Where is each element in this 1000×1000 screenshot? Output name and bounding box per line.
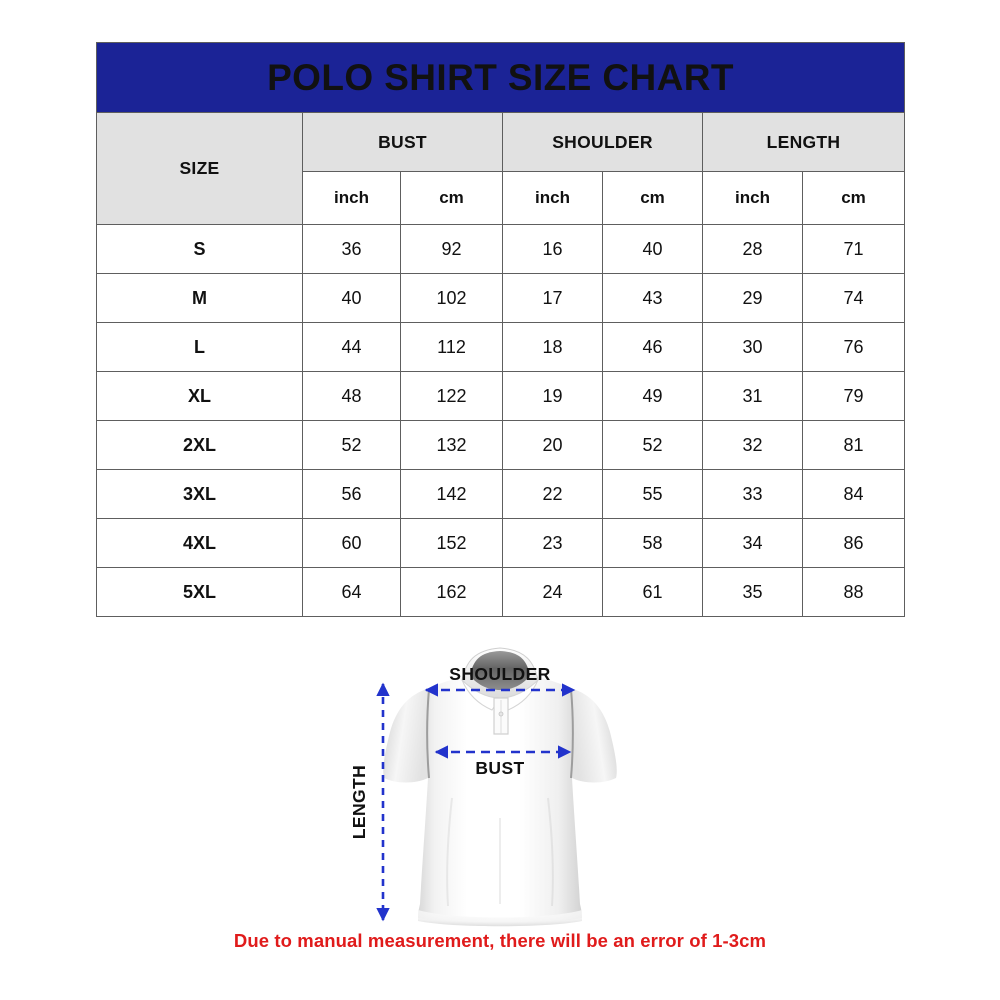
- size-chart-container: POLO SHIRT SIZE CHART SIZE BUST SHOULDER…: [95, 42, 906, 617]
- table-row: L 44 112 18 46 30 76: [96, 322, 906, 372]
- measurement-value: 76: [801, 322, 906, 372]
- measurement-value: 132: [400, 420, 503, 470]
- fabric-folds: [446, 797, 554, 907]
- shoulder-measure: SHOULDER: [424, 664, 576, 697]
- measurement-value: 28: [702, 224, 803, 274]
- measurement-value: 61: [602, 567, 703, 617]
- measurement-value: 88: [801, 567, 906, 617]
- right-armhole-seam: [570, 688, 574, 779]
- table-row: M 40 102 17 43 29 74: [96, 273, 906, 323]
- unit-header-bust-cm: cm: [400, 171, 503, 225]
- size-label: L: [96, 322, 303, 372]
- table-row: 4XL 60 152 23 58 34 86: [96, 518, 906, 568]
- measurement-value: 22: [502, 469, 603, 519]
- measurement-value: 48: [302, 371, 401, 421]
- length-label: LENGTH: [349, 765, 369, 839]
- collar-inner: [470, 651, 530, 690]
- measurement-value: 142: [400, 469, 503, 519]
- left-sleeve: [383, 688, 430, 783]
- measurement-value: 43: [602, 273, 703, 323]
- column-header-bust: BUST: [302, 112, 503, 172]
- bust-measure: BUST: [434, 745, 572, 778]
- shirt-hem: [418, 910, 582, 927]
- measurement-value: 81: [801, 420, 906, 470]
- measurement-value: 29: [702, 273, 803, 323]
- table-row: 2XL 52 132 20 52 32 81: [96, 420, 906, 470]
- measurement-value: 112: [400, 322, 503, 372]
- measurement-value: 40: [302, 273, 401, 323]
- measurement-value: 35: [702, 567, 803, 617]
- measurement-value: 18: [502, 322, 603, 372]
- measurement-value: 32: [702, 420, 803, 470]
- shirt-graphic: [383, 647, 617, 927]
- measurement-value: 152: [400, 518, 503, 568]
- measurement-value: 122: [400, 371, 503, 421]
- measurement-value: 84: [801, 469, 906, 519]
- size-chart-table: POLO SHIRT SIZE CHART SIZE BUST SHOULDER…: [95, 42, 906, 617]
- measurement-value: 55: [602, 469, 703, 519]
- size-label: 5XL: [96, 567, 303, 617]
- measurement-value: 19: [502, 371, 603, 421]
- measurement-value: 30: [702, 322, 803, 372]
- measurement-value: 86: [801, 518, 906, 568]
- measurement-value: 33: [702, 469, 803, 519]
- measurement-value: 23: [502, 518, 603, 568]
- table-row: 5XL 64 162 24 61 35 88: [96, 567, 906, 617]
- measurement-value: 31: [702, 371, 803, 421]
- measurement-value: 52: [602, 420, 703, 470]
- measurement-value: 49: [602, 371, 703, 421]
- size-label: 4XL: [96, 518, 303, 568]
- measurement-value: 20: [502, 420, 603, 470]
- unit-header-shoulder-inch: inch: [502, 171, 603, 225]
- table-row: S 36 92 16 40 28 71: [96, 224, 906, 274]
- measurement-value: 44: [302, 322, 401, 372]
- measurement-value: 40: [602, 224, 703, 274]
- shirt-body: [418, 674, 582, 923]
- size-label: M: [96, 273, 303, 323]
- measurement-value: 162: [400, 567, 503, 617]
- measurement-value: 102: [400, 273, 503, 323]
- measurement-value: 79: [801, 371, 906, 421]
- size-label: S: [96, 224, 303, 274]
- page-title: POLO SHIRT SIZE CHART: [95, 42, 906, 113]
- table-row: XL 48 122 19 49 31 79: [96, 371, 906, 421]
- measurement-value: 17: [502, 273, 603, 323]
- button-icon: [498, 711, 504, 717]
- size-label: 2XL: [96, 420, 303, 470]
- measurement-value: 56: [302, 469, 401, 519]
- title-row: POLO SHIRT SIZE CHART: [95, 42, 906, 113]
- measurement-value: 74: [801, 273, 906, 323]
- polo-shirt-illustration: SHOULDER BUST LENGTH: [349, 647, 617, 927]
- measurement-value: 16: [502, 224, 603, 274]
- unit-header-bust-inch: inch: [302, 171, 401, 225]
- left-armhole-seam: [426, 688, 430, 779]
- column-header-size: SIZE: [96, 112, 303, 225]
- table-row: 3XL 56 142 22 55 33 84: [96, 469, 906, 519]
- unit-header-length-inch: inch: [702, 171, 803, 225]
- size-label: 3XL: [96, 469, 303, 519]
- right-sleeve: [570, 688, 617, 783]
- unit-header-length-cm: cm: [801, 171, 906, 225]
- measurement-value: 36: [302, 224, 401, 274]
- bust-label: BUST: [475, 758, 524, 778]
- group-header-row: SIZE BUST SHOULDER LENGTH: [96, 112, 906, 225]
- measurement-value: 52: [302, 420, 401, 470]
- measurement-value: 60: [302, 518, 401, 568]
- size-label: XL: [96, 371, 303, 421]
- unit-header-shoulder-cm: cm: [602, 171, 703, 225]
- measurement-value: 71: [801, 224, 906, 274]
- measurement-value: 58: [602, 518, 703, 568]
- length-measure: LENGTH: [349, 682, 390, 922]
- measurement-value: 46: [602, 322, 703, 372]
- measurement-value: 24: [502, 567, 603, 617]
- column-header-length: LENGTH: [701, 112, 906, 172]
- column-header-shoulder: SHOULDER: [502, 112, 703, 172]
- measurement-value: 34: [702, 518, 803, 568]
- measurement-disclaimer: Due to manual measurement, there will be…: [233, 930, 767, 951]
- measurement-value: 64: [302, 567, 401, 617]
- measurement-value: 92: [400, 224, 503, 274]
- unit-header-row: inch cm inch cm inch cm: [97, 171, 906, 225]
- shoulder-label: SHOULDER: [449, 664, 550, 684]
